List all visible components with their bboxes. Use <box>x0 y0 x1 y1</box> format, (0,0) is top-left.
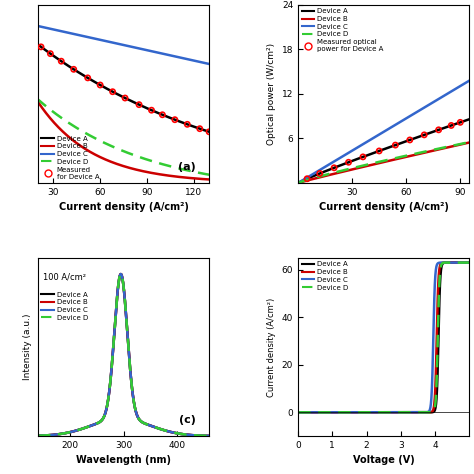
Point <box>84 74 91 82</box>
Point <box>456 118 464 126</box>
Legend: Device A, Device B, Device C, Device D: Device A, Device B, Device C, Device D <box>301 261 348 291</box>
Legend: Device A, Device B, Device C, Device D, Measured
for Device A: Device A, Device B, Device C, Device D, … <box>41 136 99 180</box>
Point <box>148 106 155 114</box>
Point <box>406 136 414 144</box>
Point <box>392 141 399 149</box>
Point <box>57 57 65 65</box>
Point <box>420 131 428 139</box>
Point <box>96 81 104 89</box>
Point <box>171 116 179 124</box>
Point <box>135 101 143 109</box>
Point <box>37 43 45 51</box>
Point <box>435 126 442 134</box>
Point <box>121 94 129 102</box>
Point <box>316 170 324 177</box>
Y-axis label: Intensity (a.u.): Intensity (a.u.) <box>23 314 32 380</box>
Point <box>183 120 191 128</box>
Point <box>303 175 311 182</box>
Point <box>159 111 166 118</box>
Point <box>447 122 455 129</box>
Point <box>375 147 383 155</box>
Text: (a): (a) <box>178 162 195 172</box>
Point <box>359 153 367 161</box>
Legend: Device A, Device B, Device C, Device D, Measured optical
power for Device A: Device A, Device B, Device C, Device D, … <box>301 8 383 52</box>
Point <box>330 164 338 172</box>
X-axis label: Voltage (V): Voltage (V) <box>353 456 415 465</box>
Y-axis label: Optical power (W/cm²): Optical power (W/cm²) <box>267 43 276 145</box>
X-axis label: Current density (A/cm²): Current density (A/cm²) <box>59 202 189 212</box>
Text: 100 A/cm²: 100 A/cm² <box>43 272 86 281</box>
Point <box>109 88 117 95</box>
Point <box>205 128 213 136</box>
Point <box>345 158 352 166</box>
Point <box>196 125 203 132</box>
X-axis label: Current density (A/cm²): Current density (A/cm²) <box>319 202 448 212</box>
Point <box>46 50 54 57</box>
Text: (c): (c) <box>179 415 195 425</box>
Legend: Device A, Device B, Device C, Device D: Device A, Device B, Device C, Device D <box>41 292 88 321</box>
Y-axis label: Current density (A/cm²): Current density (A/cm²) <box>267 297 276 397</box>
X-axis label: Wavelength (nm): Wavelength (nm) <box>76 456 171 465</box>
Point <box>70 65 78 73</box>
